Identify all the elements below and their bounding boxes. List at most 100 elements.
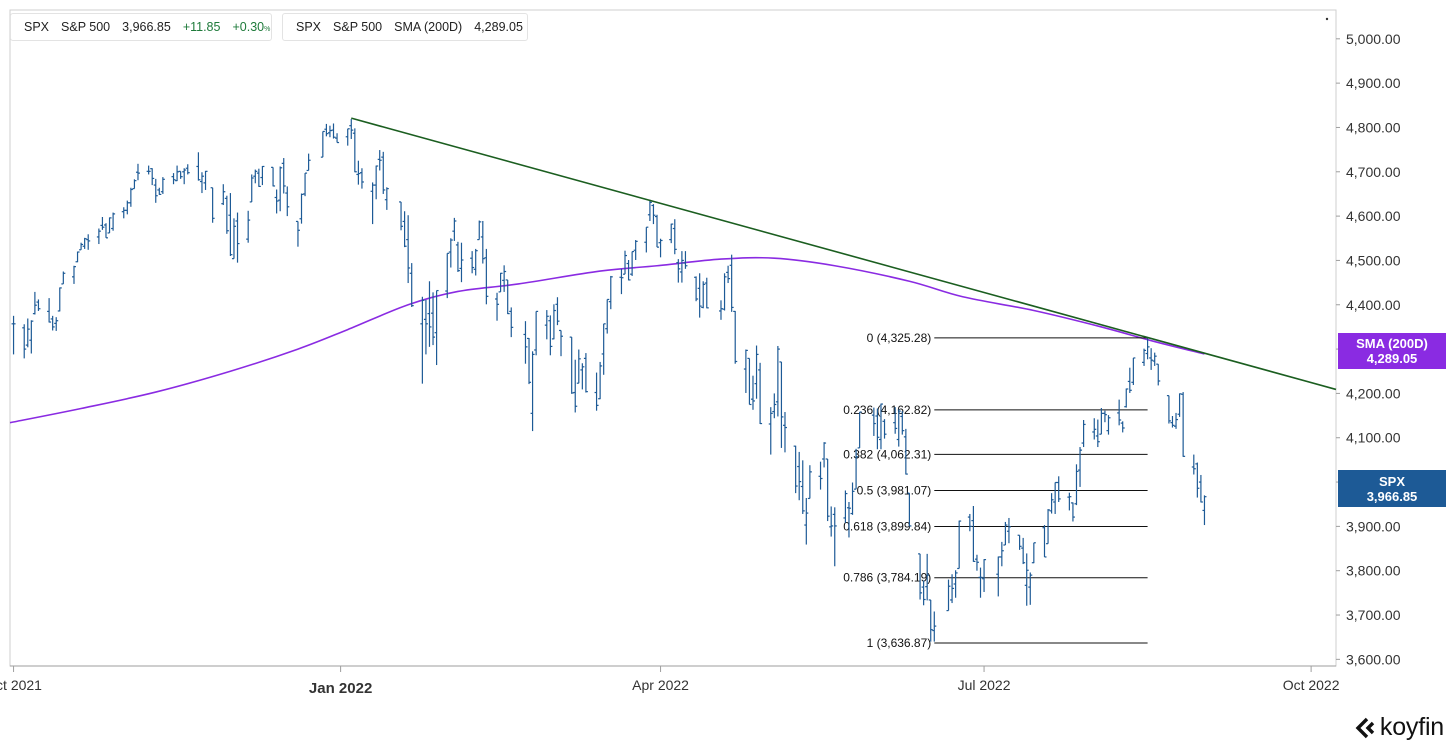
ohlc-bar — [608, 275, 613, 310]
ohlc-bar — [747, 357, 752, 406]
ohlc-bar — [1174, 412, 1179, 429]
ohlc-bar — [473, 248, 478, 276]
ohlc-bar — [1021, 537, 1026, 565]
sma-price-label-title: SMA (200D) — [1356, 336, 1428, 351]
ohlc-bar — [146, 165, 151, 175]
fib-level[interactable]: 0 (4,325.28) — [867, 331, 1148, 345]
ohlc-bar — [57, 287, 62, 312]
fib-level[interactable]: 0.236 (4,162.82) — [843, 403, 1148, 417]
ohlc-bar — [583, 353, 588, 393]
y-tick-label: 3,900.00 — [1346, 518, 1401, 534]
ohlc-bar — [1095, 419, 1100, 448]
ohlc-bar — [1092, 418, 1097, 440]
x-tick-label: Jul 2022 — [958, 677, 1011, 693]
ohlc-bar — [22, 324, 27, 359]
ohlc-bar — [278, 166, 283, 212]
legend-spx-change: +11.85 — [182, 20, 221, 34]
ohlc-bar — [175, 165, 180, 182]
ohlc-bar — [1106, 415, 1111, 435]
ohlc-bar — [1124, 388, 1129, 408]
ohlc-bar — [1156, 363, 1161, 386]
ohlc-bar — [676, 259, 681, 283]
trendline[interactable] — [351, 117, 1337, 391]
legend-sma[interactable]: SPX S&P 500 SMA (200D) 4,289.05 — [282, 13, 528, 41]
ohlc-bar — [893, 407, 898, 434]
legend-sma-name: S&P 500 — [333, 20, 383, 34]
fib-level[interactable]: 0.5 (3,981.07) — [857, 483, 1148, 497]
ohlc-bar — [1024, 553, 1029, 606]
ohlc-bar — [160, 177, 165, 194]
ohlc-bar — [221, 184, 226, 206]
ohlc-bar — [900, 411, 905, 435]
y-tick-label: 4,800.00 — [1346, 119, 1401, 135]
ohlc-bar — [996, 556, 1001, 597]
ohlc-bar — [605, 298, 610, 334]
ohlc-bar — [427, 281, 432, 347]
legend-sma-value: 4,289.05 — [474, 20, 523, 34]
ohlc-bar — [1006, 517, 1011, 544]
y-tick-label: 4,100.00 — [1346, 430, 1401, 446]
ohlc-bar — [619, 268, 624, 295]
fib-level-label: 0 (4,325.28) — [867, 331, 932, 345]
legend-spx-value: 3,966.85 — [122, 20, 171, 34]
ohlc-bar — [452, 217, 457, 241]
ohlc-bar — [829, 506, 834, 537]
ohlc-bar — [647, 199, 652, 221]
trendline-layer[interactable] — [351, 117, 1337, 391]
chart-corner-dot — [1325, 17, 1329, 21]
ohlc-bar — [271, 166, 276, 187]
x-axis-ticks: Oct 2021 Jan 2022 Apr 2022 Jul 2022 Oct 2022 — [0, 666, 1340, 697]
ohlc-bar — [957, 520, 962, 570]
ohlc-bar — [697, 273, 702, 318]
ohlc-bar — [1017, 534, 1022, 550]
legend-spx-symbol: SPX — [24, 20, 50, 34]
ohlc-bar — [82, 237, 87, 249]
ohlc-bar — [1067, 492, 1072, 511]
ohlc-bar — [431, 292, 436, 346]
ohlc-bar — [199, 172, 204, 194]
ohlc-bar — [235, 212, 240, 263]
legend-spx-name: S&P 500 — [61, 20, 111, 34]
ohlc-bar — [345, 128, 350, 146]
ohlc-bar — [651, 204, 656, 225]
fibonacci-retracement[interactable]: 0 (4,325.28) 0.236 (4,162.82) 0.382 (4,062… — [843, 331, 1148, 650]
ohlc-bar — [875, 408, 880, 450]
x-tick-label: Oct 2021 — [0, 677, 42, 693]
ohlc-bar — [477, 220, 482, 241]
ohlc-bar — [121, 207, 126, 219]
ohlc-bar — [1042, 525, 1047, 558]
ohlc-bar — [658, 238, 663, 258]
spx-price-label: SPX 3,966.85 — [1338, 470, 1446, 507]
fib-level[interactable]: 0.786 (3,784.19) — [843, 571, 1148, 585]
legend-spx-pct-sign: % — [264, 26, 271, 33]
ohlc-bar — [281, 158, 286, 194]
ohlc-bar — [594, 372, 599, 411]
ohlc-bar — [374, 165, 379, 200]
legend-spx[interactable]: SPX S&P 500 3,966.85 +11.85 +0.30% — [10, 13, 272, 41]
fib-level[interactable]: 0.382 (4,062.31) — [843, 447, 1148, 461]
fib-level[interactable]: 0.618 (3,899.84) — [843, 519, 1148, 533]
fib-level-label: 0.618 (3,899.84) — [843, 519, 931, 533]
ohlc-bar — [1131, 357, 1136, 385]
fib-level[interactable]: 1 (3,636.87) — [867, 636, 1148, 650]
ohlc-bar — [100, 216, 105, 230]
ohlc-bar — [1117, 399, 1122, 426]
ohlc-bar — [1031, 542, 1036, 564]
ohlc-bar — [825, 458, 830, 522]
koyfin-logo[interactable]: koyfin — [1355, 713, 1444, 742]
ohlc-bar — [274, 189, 279, 214]
ohlc-bar — [782, 412, 787, 453]
ohlc-bar — [925, 553, 930, 601]
ohlc-bar — [1056, 476, 1061, 502]
ohlc-bar — [818, 461, 823, 490]
ohlc-bar — [295, 220, 300, 247]
ohlc-bar — [384, 187, 389, 210]
ohlc-bar — [50, 315, 55, 331]
ohlc-bar — [1028, 572, 1033, 605]
ohlc-bar — [750, 375, 755, 410]
ohlc-bar — [423, 299, 428, 355]
ohlc-bar — [1177, 393, 1182, 417]
ohlc-bar — [982, 559, 987, 592]
ohlc-bar — [11, 315, 16, 355]
